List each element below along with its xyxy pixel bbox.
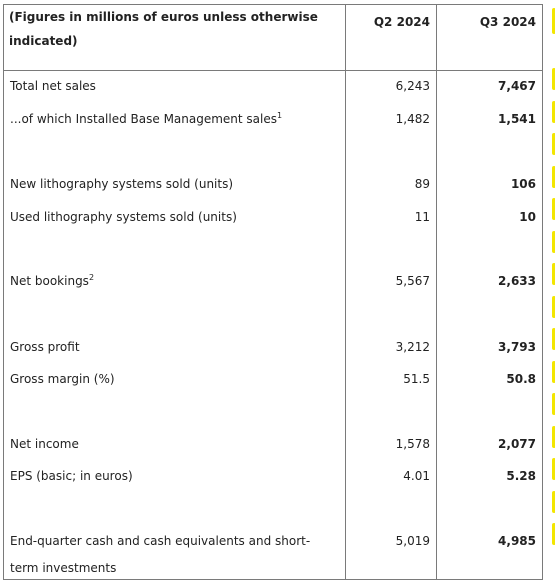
q3-value: 2,077 (498, 437, 536, 451)
q2-value: 5,019 (395, 534, 430, 548)
q2-value: 51.5 (403, 372, 430, 386)
highlight-marker (552, 523, 555, 545)
table-header-row: (Figures in millions of euros unless oth… (3, 4, 543, 71)
highlight-marker (552, 426, 555, 448)
highlight-marker (552, 296, 555, 318)
highlight-marker (552, 231, 555, 253)
highlight-marker (552, 361, 555, 383)
q2-value: 5,567 (395, 274, 430, 288)
q2-value: 6,243 (395, 79, 430, 93)
highlight-marker (552, 133, 555, 155)
q2-value: 4.01 (403, 469, 430, 483)
highlight-marker (552, 328, 555, 350)
row-label: Net income (10, 437, 79, 451)
row-label: Total net sales (10, 79, 96, 93)
q2-value: 1,482 (395, 112, 430, 126)
row-label: ...of which Installed Base Management sa… (10, 111, 283, 127)
q3-value: 5.28 (506, 469, 536, 483)
q3-value: 106 (510, 177, 536, 191)
row-label: Net bookings2 (10, 273, 95, 289)
table-body-row: Total net sales ...of which Installed Ba… (3, 70, 543, 580)
q3-value: 7,467 (498, 79, 536, 93)
row-label: term investments (10, 561, 117, 575)
row-label: New lithography systems sold (units) (10, 177, 234, 191)
q3-value: 3,793 (498, 340, 536, 354)
highlight-marker (552, 198, 555, 220)
row-label: EPS (basic; in euros) (10, 469, 133, 483)
financial-table: (Figures in millions of euros unless oth… (3, 4, 543, 580)
row-label: Gross margin (%) (10, 372, 115, 386)
highlight-marker (552, 101, 555, 123)
highlight-marker (552, 166, 555, 188)
q3-value: 10 (519, 210, 536, 224)
header-q3: Q3 2024 (436, 4, 543, 71)
header-label: (Figures in millions of euros unless oth… (3, 4, 346, 71)
row-label: End-quarter cash and cash equivalents an… (10, 534, 311, 548)
q2-column: 6,243 1,482 89 11 5,567 3,212 51.5 1,578… (352, 71, 430, 579)
row-label: Used lithography systems sold (units) (10, 210, 237, 224)
row-label: Gross profit (10, 340, 80, 354)
highlight-marker (552, 491, 555, 513)
highlight-marker (552, 393, 555, 415)
q3-column: 7,467 1,541 106 10 2,633 3,793 50.8 2,07… (443, 71, 536, 579)
highlight-marker (552, 68, 555, 90)
q2-value: 89 (414, 177, 430, 191)
highlight-marker (552, 458, 555, 480)
label-column: Total net sales ...of which Installed Ba… (10, 71, 339, 579)
q2-value: 11 (414, 210, 430, 224)
q2-value: 3,212 (395, 340, 430, 354)
highlight-marker (552, 8, 555, 34)
q3-value: 50.8 (506, 372, 536, 386)
highlight-marker (552, 263, 555, 285)
q3-value: 4,985 (498, 534, 536, 548)
header-q2: Q2 2024 (345, 4, 437, 71)
q2-value: 1,578 (395, 437, 430, 451)
q3-value: 1,541 (498, 112, 536, 126)
q3-value: 2,633 (498, 274, 536, 288)
